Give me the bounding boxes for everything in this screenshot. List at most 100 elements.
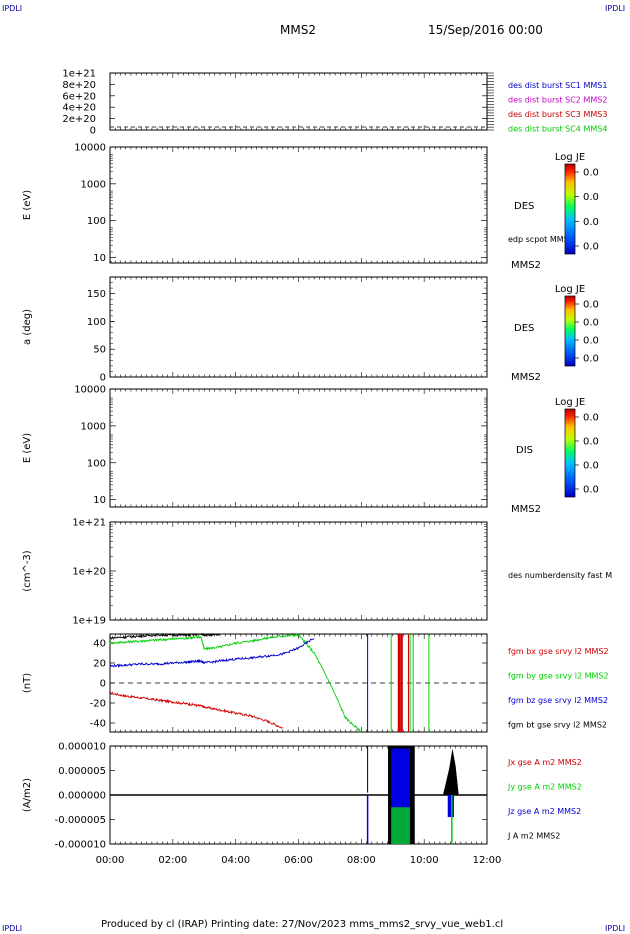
- p6-tick-label: -20: [90, 699, 106, 710]
- p7-ylabel: (A/m2): [22, 778, 33, 812]
- colorbar-3: [564, 295, 576, 367]
- p6-legend-entry: fgm by gse srvy l2 MMS2: [508, 672, 609, 681]
- p6-tick-label: 0: [100, 679, 106, 690]
- p7-tick-label: 0.000010: [58, 742, 106, 753]
- colorbar-tick-label-4: 0.0: [583, 437, 599, 448]
- colorbar-tick-label-4: 0.0: [583, 461, 599, 472]
- p7-burst-blue-2: [447, 795, 455, 818]
- colorbar-tick-label-3: 0.0: [583, 354, 599, 365]
- x-tick-label: 04:00: [221, 855, 250, 866]
- p6-series-line-4: [109, 632, 221, 640]
- p6-series-line-3: [109, 638, 315, 668]
- p5-tick-label: 1e+20: [72, 567, 106, 578]
- p2-extra-label: edp scpot MMS2: [508, 235, 574, 244]
- p2-side-label: DES: [514, 201, 534, 212]
- colorbar-title-4: Log JE: [555, 397, 585, 408]
- p4-tick-label: 10000: [74, 385, 106, 396]
- p2-bottom-label: MMS2: [511, 260, 541, 271]
- colorbar-tick-label-3: 0.0: [583, 300, 599, 311]
- colorbar-4: [564, 408, 576, 498]
- p2-tick-label: 10: [93, 253, 106, 264]
- p3-tick-label: 150: [87, 289, 106, 300]
- p4-tick-label: 100: [87, 458, 106, 469]
- x-tick-label: 08:00: [347, 855, 376, 866]
- footer-credit: Produced by cl (IRAP) Printing date: 27/…: [101, 919, 504, 930]
- plot-title: MMS2: [280, 23, 316, 37]
- p6-legend-entry: fgm bx gse srvy l2 MMS2: [508, 647, 609, 656]
- colorbar-tick-label-3: 0.0: [583, 318, 599, 329]
- corner-logo-top-left: IPDLI: [2, 4, 23, 13]
- colorbar-tick-label-2: 0.0: [583, 168, 599, 179]
- p6-legend-entry: fgm bt gse srvy l2 MMS2: [508, 721, 607, 730]
- p6-series-line-1: [109, 691, 283, 729]
- p3-tick-label: 100: [87, 317, 106, 328]
- p1-legend-entry: des dist burst SC2 MMS2: [508, 96, 607, 105]
- p6-ylabel: (nT): [22, 673, 33, 693]
- p1-legend-entry: des dist burst SC3 MMS3: [508, 110, 607, 119]
- p5-ylabel: (cm^-3): [22, 550, 33, 591]
- x-tick-label: 12:00: [473, 855, 502, 866]
- colorbar-tick-label-2: 0.0: [583, 192, 599, 203]
- p7-burst-green: [391, 807, 411, 844]
- p1-tick-label: 6e+20: [62, 91, 96, 102]
- p2-ylabel: E (eV): [22, 190, 33, 220]
- p6-tick-label: 20: [93, 659, 106, 670]
- p4-bottom-label: MMS2: [511, 504, 541, 515]
- p1-legend-entry: des dist burst SC4 MMS4: [508, 125, 607, 134]
- p7-tick-label: 0.000005: [58, 766, 106, 777]
- p7-tick-label: 0.000000: [58, 791, 106, 802]
- p1-tick-label: 8e+20: [62, 80, 96, 91]
- p2-scpot-trace: [109, 260, 112, 263]
- p6-legend-entry: fgm bz gse srvy l2 MMS2: [508, 696, 608, 705]
- p4-tick-label: 10: [93, 495, 106, 506]
- p2-tick-label: 1000: [81, 179, 106, 190]
- panel-frame-2: [109, 146, 488, 264]
- colorbar-tick-label-3: 0.0: [583, 336, 599, 347]
- p2-tick-label: 10000: [74, 143, 106, 154]
- p7-burst-black-2: [443, 748, 459, 795]
- x-tick-label: 00:00: [96, 855, 125, 866]
- colorbar-tick-label-4: 0.0: [583, 485, 599, 496]
- panel-frame-3: [109, 276, 488, 378]
- panel-frame-5: [109, 521, 488, 621]
- p6-series-line-2: [109, 633, 362, 733]
- p1-tick-label: 2e+20: [62, 114, 96, 125]
- p1-legend-entry: des dist burst SC1 MMS1: [508, 81, 607, 90]
- p7-legend-entry: J A m2 MMS2: [507, 832, 560, 841]
- colorbar-tick-label-4: 0.0: [583, 413, 599, 424]
- panel-frame-4: [109, 388, 488, 508]
- corner-logo-bottom-left: IPDLI: [2, 924, 23, 933]
- p7-tick-label: -0.000005: [55, 815, 106, 826]
- p2-tick-label: 100: [87, 216, 106, 227]
- colorbar-tick-label-2: 0.0: [583, 217, 599, 228]
- x-tick-label: 10:00: [410, 855, 439, 866]
- p7-tick-label: -0.000010: [55, 840, 106, 851]
- p6-tick-label: -40: [90, 719, 106, 730]
- p7-legend-entry: Jz gse A m2 MMS2: [507, 807, 581, 816]
- p5-tick-label: 1e+21: [72, 518, 106, 529]
- p1-tick-label: 1e+21: [62, 69, 96, 80]
- p1-tick-label: 4e+20: [62, 103, 96, 114]
- p3-ylabel: a (deg): [22, 309, 33, 345]
- x-tick-label: 06:00: [284, 855, 313, 866]
- panel-frame-1: [109, 72, 488, 131]
- p4-side-label: DIS: [516, 445, 533, 456]
- p3-bottom-label: MMS2: [511, 372, 541, 383]
- x-tick-label: 02:00: [158, 855, 187, 866]
- colorbar-tick-label-2: 0.0: [583, 242, 599, 253]
- corner-logo-top-right: IPDLI: [605, 4, 626, 13]
- corner-logo-bottom-right: IPDLI: [605, 924, 626, 933]
- p1-tick-label: 0: [90, 126, 96, 137]
- p6-tick-label: 40: [93, 639, 106, 650]
- p4-ylabel: E (eV): [22, 433, 33, 463]
- p5-tick-label: 1e+19: [72, 616, 106, 627]
- p4-tick-label: 1000: [81, 421, 106, 432]
- p7-legend-entry: Jy gse A m2 MMS2: [507, 783, 582, 792]
- p7-legend-entry: Jx gse A m2 MMS2: [507, 758, 582, 767]
- plot-date: 15/Sep/2016 00:00: [428, 23, 543, 37]
- colorbar-title-3: Log JE: [555, 284, 585, 295]
- p5-legend-entry: des numberdensity fast M: [508, 571, 612, 580]
- p3-tick-label: 0: [100, 373, 106, 384]
- colorbar-title-2: Log JE: [555, 152, 585, 163]
